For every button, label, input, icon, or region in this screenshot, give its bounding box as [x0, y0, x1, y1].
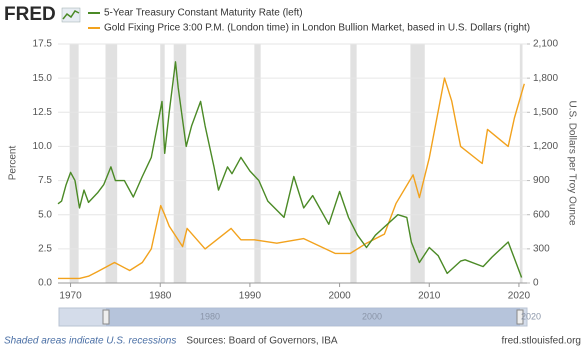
recession [254, 44, 261, 283]
navigator-handle[interactable] [516, 309, 524, 325]
recession [519, 44, 523, 283]
x-tick-label: 2000 [328, 291, 351, 302]
y2-tick-label: 900 [533, 175, 550, 186]
legend-label: 5-Year Treasury Constant Maturity Rate (… [104, 8, 303, 19]
recession [173, 44, 187, 283]
y-axis-label: Percent [8, 146, 19, 181]
series-line [57, 61, 523, 278]
y-tick-label: 10.0 [33, 141, 53, 152]
y2-tick-label: 0 [533, 278, 539, 289]
recession [105, 44, 118, 283]
x-tick-label: 1970 [59, 291, 82, 302]
y2-tick-label: 2,100 [533, 39, 558, 50]
y2-tick-label: 1,500 [533, 107, 558, 118]
logo: FRED [4, 4, 56, 25]
recession [69, 44, 79, 283]
x-tick-label: 2020 [508, 291, 531, 302]
x-tick-label: 2010 [418, 291, 441, 302]
navigator-window[interactable] [106, 308, 520, 326]
y-tick-label: 2.5 [38, 243, 52, 254]
y2-axis-label: U.S. Dollars per Troy Ounce [566, 100, 577, 225]
recession [160, 44, 165, 283]
y-tick-label: 7.5 [38, 175, 52, 186]
x-tick-label: 1980 [149, 291, 172, 302]
navigator-handle[interactable] [102, 309, 110, 325]
footnote: Shaded areas indicate U.S. recessions [4, 336, 176, 347]
y2-tick-label: 300 [533, 243, 550, 254]
navigator-label: 2020 [521, 311, 541, 321]
plot-area [58, 44, 527, 283]
x-tick-label: 1990 [239, 291, 262, 302]
recession [350, 44, 357, 283]
navigator-label: 1980 [200, 311, 220, 321]
navigator-label: 2000 [362, 311, 382, 321]
series-line [58, 77, 525, 280]
y2-tick-label: 600 [533, 209, 550, 220]
legend-label: Gold Fixing Price 3:00 P.M. (London time… [104, 23, 530, 34]
y-tick-label: 5.0 [38, 209, 52, 220]
navigator: 1980 2000 2020 [58, 307, 541, 327]
y-tick-label: 12.5 [33, 107, 53, 118]
logo-icon [61, 7, 81, 23]
y2-tick-label: 1,800 [533, 73, 558, 84]
recession [410, 44, 425, 283]
y-tick-label: 0.0 [38, 278, 52, 289]
source: Sources: Board of Governors, IBA [186, 336, 338, 347]
site: fred.stlouisfed.org [502, 336, 582, 347]
plot [57, 43, 527, 284]
y2-tick-label: 1,200 [533, 141, 558, 152]
y-tick-label: 15.0 [33, 73, 53, 84]
y-tick-label: 17.5 [33, 39, 53, 50]
